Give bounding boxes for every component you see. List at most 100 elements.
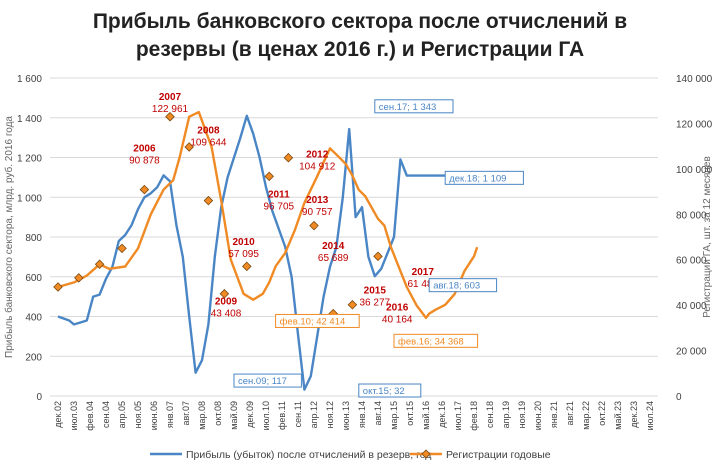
x-tick-label: июн.06 — [149, 401, 159, 430]
callout-box — [444, 170, 524, 185]
callout-label: фев.10; 42 414 — [280, 316, 346, 327]
callouts: сен.17; 1 343 дек.18; 1 109 авг.18; 603 сен… — [233, 99, 524, 398]
x-tick-label: май.23 — [613, 401, 623, 430]
diamond-marker — [373, 251, 383, 262]
annotation-value: 96 705 — [264, 201, 295, 212]
right-tick-label: 60 000 — [676, 256, 707, 267]
left-tick-label: 0 — [36, 392, 42, 403]
chart-title-line-1: Прибыль банковского сектора после отчисл… — [92, 10, 628, 33]
diamond-marker — [203, 195, 214, 206]
annotation-value: 40 164 — [382, 315, 413, 326]
x-tick-label: мар.15 — [389, 401, 399, 430]
diamond-marker — [117, 243, 127, 254]
x-tick-label: авг.21 — [565, 401, 575, 425]
annotation-year: 2017 — [412, 267, 435, 278]
x-tick-label: мар.08 — [197, 401, 207, 430]
x-tick-label: июл.17 — [453, 401, 463, 430]
callout-label: авг.18; 603 — [433, 281, 480, 292]
left-axis-label: Прибыль банковского сектора, млрд. руб. … — [3, 116, 15, 358]
annotation-year: 2008 — [197, 126, 220, 137]
x-tick-label: май.16 — [421, 401, 431, 430]
series-line-0 — [57, 114, 510, 391]
left-tick-label: 1 600 — [17, 74, 42, 85]
x-tick-label: апр.19 — [501, 401, 511, 428]
x-tick-label: фев.11 — [277, 401, 287, 430]
diamond-marker — [264, 171, 274, 182]
x-tick-label: сен.04 — [101, 401, 111, 428]
right-tick-label: 80 000 — [676, 210, 707, 221]
annotation-year: 2007 — [159, 92, 182, 103]
right-tick-label: 100 000 — [676, 165, 713, 176]
right-tick-label: 120 000 — [676, 119, 713, 130]
callout-label: окт.15; 32 — [363, 386, 405, 397]
annotation-year: 2015 — [364, 286, 387, 297]
annotation-year: 2016 — [386, 303, 409, 314]
diamond-markers — [53, 111, 383, 319]
callout-box — [428, 278, 498, 293]
left-axis-ticks: 0 200 400 600 800 1 000 1 200 1 400 1 600 — [17, 74, 42, 403]
x-tick-label: окт.15 — [405, 401, 415, 426]
diamond-marker — [74, 273, 84, 283]
legend-diamond — [421, 449, 431, 459]
diamond-marker — [165, 111, 175, 122]
annotation-year: 2013 — [306, 195, 329, 206]
right-tick-label: 0 — [676, 392, 682, 403]
annotation-year: 2006 — [133, 144, 156, 155]
x-tick-label: окт.08 — [213, 401, 223, 426]
annotation-value: 43 408 — [211, 309, 242, 320]
callout-box — [275, 313, 360, 328]
legend-label-registrations: Регистрации годовые — [446, 449, 551, 461]
x-tick-label: фев.04 — [85, 401, 95, 431]
left-tick-label: 1 000 — [17, 193, 42, 204]
callout-label: сен.17; 1 343 — [379, 102, 437, 113]
annotation-year: 2014 — [322, 241, 345, 252]
x-tick-label: июл.03 — [69, 401, 79, 430]
annotation-value: 90 878 — [129, 156, 160, 167]
annotation-year: 2012 — [306, 150, 329, 161]
x-tick-label: ноя.12 — [325, 401, 335, 428]
diamond-marker — [184, 142, 194, 152]
x-tick-label: дек.09 — [245, 401, 255, 428]
callout-box — [393, 333, 479, 348]
annotation-value: 104 912 — [299, 162, 336, 173]
right-tick-label: 140 000 — [676, 74, 713, 85]
annotation-year: 2011 — [268, 189, 290, 200]
grid-lines — [50, 77, 658, 397]
callout-box — [233, 373, 302, 388]
x-tick-label: дек.02 — [53, 401, 63, 428]
x-tick-label: сен.11 — [293, 401, 303, 427]
diamond-marker — [219, 289, 230, 299]
x-tick-label: июл.24 — [645, 401, 655, 430]
x-tick-label: янв.14 — [357, 401, 367, 428]
x-tick-label: ноя.19 — [517, 401, 527, 428]
x-tick-label: окт.22 — [597, 401, 607, 426]
series-lines — [57, 110, 510, 391]
x-tick-label: фев.18 — [469, 401, 479, 431]
annotation-value: 109 644 — [190, 138, 227, 149]
diamond-marker — [283, 152, 294, 163]
right-tick-label: 20 000 — [676, 347, 707, 358]
x-tick-label: сен.18 — [485, 401, 495, 428]
legend: Прибыль (убыток) после отчислений в резе… — [150, 449, 551, 461]
annotation-value: 57 095 — [228, 249, 259, 260]
x-tick-label: июн.13 — [341, 401, 351, 430]
x-tick-label: ноя.05 — [133, 401, 143, 428]
callout-label: дек.18; 1 109 — [449, 173, 506, 184]
series-line-1 — [57, 110, 479, 320]
left-tick-label: 200 — [25, 352, 42, 363]
annotation-value: 90 757 — [302, 207, 333, 218]
x-tick-label: янв.07 — [165, 401, 175, 428]
annotation-value: 61 489 — [408, 279, 439, 290]
left-tick-label: 400 — [25, 313, 42, 324]
chart-title-line-2: резервы (в ценах 2016 г.) и Регистрации … — [135, 38, 585, 61]
diamond-marker — [309, 220, 319, 231]
callout-label: фев.16; 34 368 — [398, 336, 464, 347]
annotation-year: 2010 — [232, 237, 255, 248]
legend-label-profit: Прибыль (убыток) после отчислений в резе… — [186, 449, 431, 461]
annotation-year: 2009 — [215, 297, 238, 308]
x-tick-label: авг.14 — [373, 401, 383, 425]
x-tick-label: мар.22 — [581, 401, 591, 430]
